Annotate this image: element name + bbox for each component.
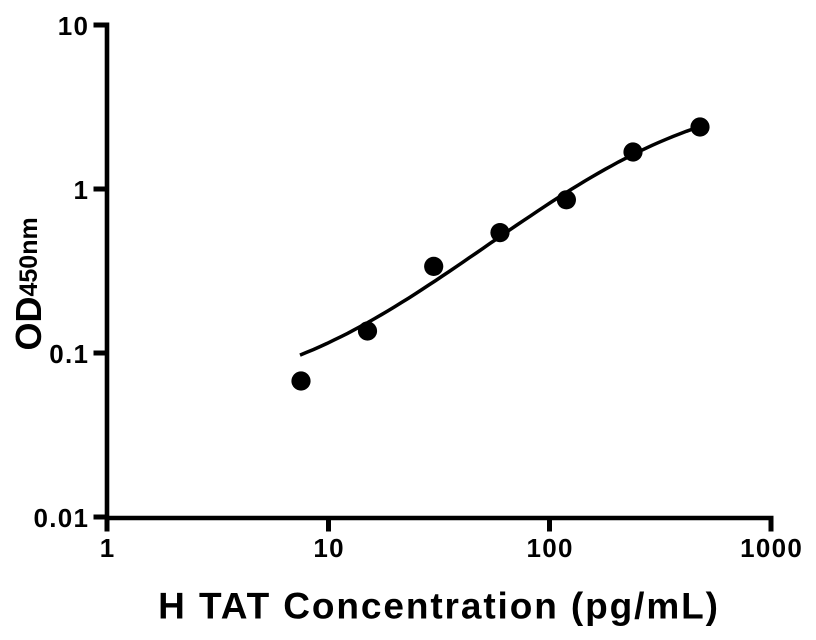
svg-text:100: 100 [526, 533, 573, 563]
svg-text:0.1: 0.1 [49, 339, 89, 369]
svg-text:10: 10 [313, 533, 345, 563]
svg-text:0.01: 0.01 [33, 503, 89, 533]
svg-text:1: 1 [100, 533, 116, 563]
svg-text:1: 1 [74, 175, 90, 205]
svg-text:H TAT Concentration (pg/mL): H TAT Concentration (pg/mL) [158, 586, 720, 627]
svg-text:OD450nm: OD450nm [8, 217, 49, 350]
svg-text:1000: 1000 [740, 533, 803, 563]
svg-text:10: 10 [58, 11, 90, 41]
